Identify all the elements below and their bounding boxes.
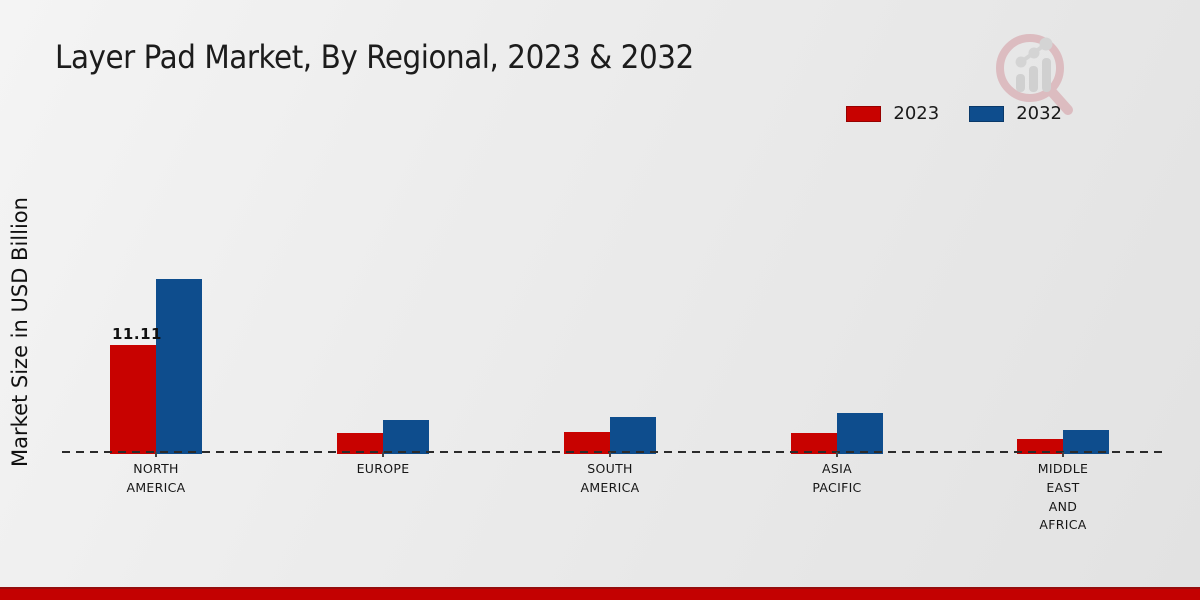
bar-2023-europe	[337, 433, 383, 454]
bar-2032-south-america	[610, 417, 656, 454]
category-label-north-america: NORTH AMERICA	[126, 461, 186, 495]
bar-2032-asia-pacific	[837, 413, 883, 454]
category-label-middle-east-and-africa: MIDDLE EAST AND AFRICA	[1037, 461, 1089, 533]
footer-band	[0, 587, 1200, 600]
bar-2032-middle-east-and-africa	[1063, 430, 1109, 454]
x-axis-baseline	[62, 451, 1162, 453]
legend-item-2023: 2023	[846, 103, 939, 124]
bar-2023-north-america	[110, 345, 156, 454]
bar-2032-europe	[383, 420, 429, 454]
legend-swatch-2023	[846, 105, 882, 122]
legend-label-2023: 2023	[893, 103, 940, 124]
x-axis-tick	[836, 452, 838, 457]
x-axis-tick	[155, 452, 157, 457]
bar-2023-asia-pacific	[791, 433, 837, 454]
magnifier-bar-chart-logo-icon	[996, 34, 1073, 115]
category-label-south-america: SOUTH AMERICA	[580, 461, 640, 495]
legend-item-2032: 2032	[969, 103, 1062, 124]
chart-title: Layer Pad Market, By Regional, 2023 & 20…	[55, 38, 694, 76]
category-label-europe: EUROPE	[356, 461, 410, 476]
x-axis-tick	[609, 452, 611, 457]
x-axis-tick	[1062, 452, 1064, 457]
category-label-asia-pacific: ASIA PACIFIC	[812, 461, 862, 495]
data-label-2023: 11.11	[112, 325, 162, 343]
legend-label-2032: 2032	[1016, 103, 1062, 124]
legend-swatch-2032	[969, 105, 1005, 122]
bar-2023-south-america	[564, 432, 610, 454]
legend: 2023 2032	[846, 103, 1062, 124]
bar-2023-middle-east-and-africa	[1017, 439, 1063, 454]
x-axis-tick	[382, 452, 384, 457]
bar-2032-north-america	[156, 279, 202, 454]
